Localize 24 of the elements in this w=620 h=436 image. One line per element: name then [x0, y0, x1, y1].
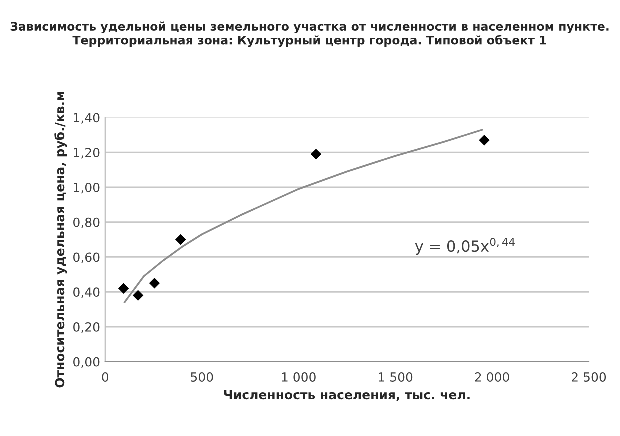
point: [175, 234, 186, 246]
x-tick-label: 0: [102, 372, 109, 382]
x-tick-label: 500: [191, 372, 214, 382]
y-tick-label: 1,20: [74, 148, 100, 159]
y-tick-label: 0,40: [74, 288, 100, 298]
x-tick-label: 2 500: [572, 372, 606, 382]
point: [132, 290, 144, 301]
point: [118, 283, 130, 294]
y-tick-label: 0,20: [74, 322, 100, 334]
y-tick-label: 1,40: [74, 113, 100, 124]
annotation: y = 0,05x$^{0,44}$: [415, 238, 515, 256]
x-tick-label: 2 000: [475, 372, 510, 382]
y-tick-label: 0,80: [74, 218, 100, 229]
chart-title: Зависимость удельной цены земельного участка от численности в населенном пункте. Территориальная зона: Культурный центр города. Типовой объект 1: [10, 22, 609, 48]
y-tick-label: 1,00: [74, 182, 100, 194]
x-axis-title: Численность населения, тыс. чел.: [224, 390, 470, 402]
point: [310, 148, 322, 160]
x-tick-label: 1 000: [282, 372, 316, 382]
point: [149, 278, 160, 289]
x-tick-label: 1 500: [379, 372, 413, 382]
y-axis-title: Относительная удельная цена, руб./кв.м: [54, 92, 68, 388]
point: [479, 135, 490, 146]
y-tick-label: 0,00: [74, 357, 100, 368]
y-tick-label: 0,60: [74, 252, 100, 264]
